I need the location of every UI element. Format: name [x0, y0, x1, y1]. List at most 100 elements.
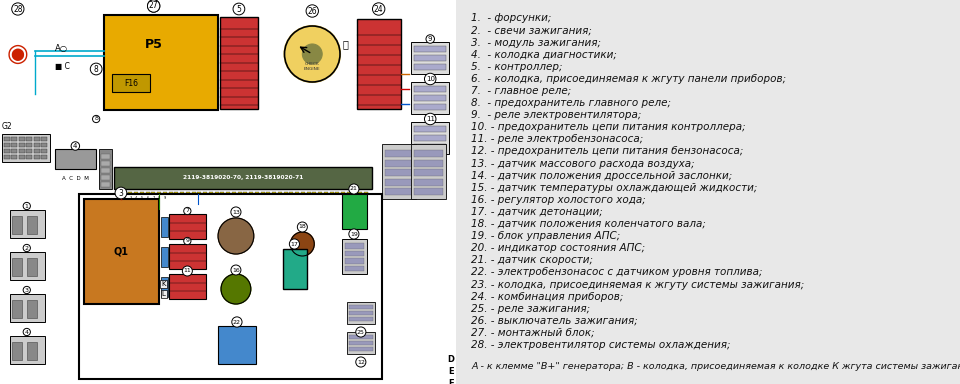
- Bar: [347, 302, 374, 324]
- Bar: [34, 154, 39, 159]
- Bar: [415, 104, 446, 110]
- Text: 27: 27: [149, 2, 158, 10]
- Bar: [415, 169, 444, 176]
- Bar: [12, 258, 22, 276]
- Text: 3: 3: [130, 196, 132, 200]
- Bar: [117, 192, 121, 204]
- Bar: [412, 82, 449, 114]
- Text: 24. - комбинация приборов;: 24. - комбинация приборов;: [471, 292, 623, 302]
- Text: 17: 17: [291, 242, 299, 247]
- Text: L: L: [161, 291, 165, 297]
- Text: 25: 25: [357, 329, 365, 334]
- Bar: [348, 335, 372, 339]
- Text: 6: 6: [147, 196, 149, 200]
- Bar: [415, 95, 446, 101]
- Text: 2: 2: [25, 245, 29, 250]
- Circle shape: [218, 218, 253, 254]
- Text: 🔑: 🔑: [342, 39, 348, 49]
- Bar: [140, 192, 144, 204]
- Bar: [341, 192, 346, 204]
- Bar: [358, 192, 363, 204]
- Text: G2: G2: [2, 122, 12, 131]
- Bar: [12, 149, 17, 153]
- Text: 27. - монтажный блок;: 27. - монтажный блок;: [471, 328, 595, 338]
- Bar: [335, 192, 340, 204]
- Text: 13: 13: [232, 210, 240, 215]
- Text: F16: F16: [124, 78, 138, 88]
- Text: ◉: ◉: [7, 42, 29, 66]
- Text: 13. - датчик массового расхода воздуха;: 13. - датчик массового расхода воздуха;: [471, 159, 695, 169]
- Bar: [220, 17, 257, 109]
- Bar: [347, 332, 374, 354]
- Text: 21. - датчик скорости;: 21. - датчик скорости;: [471, 255, 593, 265]
- Bar: [261, 192, 265, 204]
- Bar: [12, 342, 22, 360]
- Text: 11: 11: [183, 268, 191, 273]
- Bar: [204, 192, 207, 204]
- Text: 18. - датчик положения коленчатого вала;: 18. - датчик положения коленчатого вала;: [471, 219, 706, 229]
- Bar: [114, 167, 372, 189]
- Bar: [348, 305, 372, 309]
- Bar: [12, 216, 22, 234]
- Bar: [4, 149, 10, 153]
- Bar: [382, 144, 417, 199]
- Bar: [19, 136, 25, 141]
- Bar: [27, 300, 36, 318]
- Text: A○: A○: [55, 45, 67, 53]
- Text: 15. - датчик температуры охлаждающей жидкости;: 15. - датчик температуры охлаждающей жид…: [471, 183, 757, 193]
- Bar: [385, 179, 414, 185]
- Text: 7: 7: [153, 196, 155, 200]
- Bar: [415, 86, 446, 92]
- Bar: [12, 142, 17, 147]
- Bar: [26, 136, 33, 141]
- Text: 3.  - модуль зажигания;: 3. - модуль зажигания;: [471, 38, 601, 48]
- Bar: [232, 192, 236, 204]
- Bar: [345, 258, 364, 263]
- Bar: [169, 192, 173, 204]
- Circle shape: [221, 274, 251, 304]
- Bar: [415, 150, 444, 157]
- Bar: [19, 154, 25, 159]
- Bar: [348, 347, 372, 351]
- Bar: [290, 192, 294, 204]
- Bar: [10, 210, 44, 238]
- Bar: [129, 192, 132, 204]
- Bar: [101, 168, 110, 173]
- Text: 20. - индикатор состояния АПС;: 20. - индикатор состояния АПС;: [471, 243, 645, 253]
- Bar: [99, 149, 112, 189]
- Text: 23. - колодка, присоединяемая к жгуту системы зажигания;: 23. - колодка, присоединяемая к жгуту си…: [471, 280, 804, 290]
- Text: A  C  D  M: A C D M: [61, 176, 88, 181]
- Bar: [306, 192, 311, 204]
- Bar: [146, 192, 150, 204]
- Text: 3: 3: [25, 288, 29, 293]
- Text: 7: 7: [185, 209, 189, 214]
- Text: 5: 5: [236, 5, 241, 13]
- Bar: [415, 135, 446, 141]
- Bar: [415, 126, 446, 132]
- Bar: [348, 317, 372, 321]
- Text: 5.  - контроллер;: 5. - контроллер;: [471, 62, 563, 72]
- Bar: [19, 149, 25, 153]
- Bar: [186, 192, 190, 204]
- Bar: [318, 192, 323, 204]
- Bar: [175, 192, 179, 204]
- Bar: [312, 192, 317, 204]
- Bar: [227, 192, 230, 204]
- Bar: [104, 15, 218, 110]
- Text: Q1: Q1: [113, 247, 129, 257]
- Bar: [152, 192, 156, 204]
- Bar: [296, 192, 300, 204]
- Text: 9: 9: [185, 238, 189, 243]
- Bar: [4, 154, 10, 159]
- Bar: [221, 192, 225, 204]
- Bar: [209, 192, 213, 204]
- Text: 8: 8: [158, 196, 160, 200]
- Text: 24: 24: [373, 5, 383, 13]
- Bar: [415, 55, 446, 61]
- Text: F: F: [448, 379, 454, 384]
- Bar: [192, 192, 196, 204]
- Bar: [215, 192, 219, 204]
- Text: E: E: [448, 366, 454, 376]
- Bar: [112, 74, 150, 92]
- Text: 6.  - колодка, присоединяемая к жгуту панели приборов;: 6. - колодка, присоединяемая к жгуту пан…: [471, 74, 786, 84]
